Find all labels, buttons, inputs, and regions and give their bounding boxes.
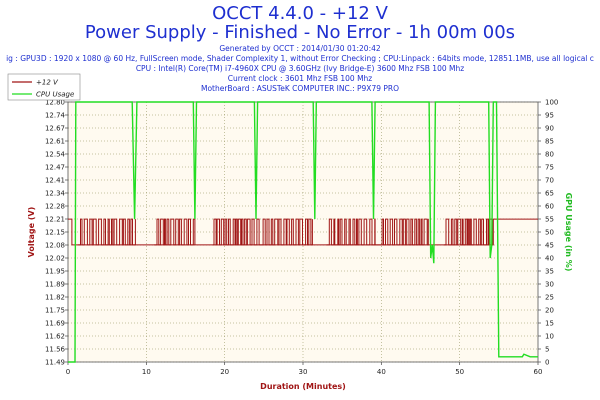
info-motherboard: MotherBoard : ASUSTeK COMPUTER INC.: P9X… — [200, 84, 400, 93]
chart-title: OCCT 4.4.0 - +12 V — [212, 3, 388, 24]
x-tick-label: 40 — [377, 368, 386, 376]
y-right-tick-label: 50 — [545, 229, 554, 237]
y-left-tick-label: 11.49 — [45, 359, 65, 367]
y-left-tick-label: 12.67 — [45, 125, 65, 133]
y-left-tick-label: 11.69 — [45, 320, 65, 328]
y-left-tick-label: 11.75 — [45, 307, 65, 315]
y-left-tick-label: 12.41 — [45, 177, 65, 185]
legend-box — [7, 73, 81, 101]
y-left-tick-label: 11.62 — [45, 333, 65, 341]
x-tick-label: 10 — [142, 368, 151, 376]
y-right-tick-label: 10 — [545, 333, 554, 341]
y-right-tick-label: 55 — [545, 216, 554, 224]
y-right-tick-label: 20 — [545, 307, 554, 315]
series-cpu-usage — [68, 101, 538, 363]
info-generated: Generated by OCCT : 2014/01/30 01:20:42 — [219, 44, 381, 53]
info-config: ig : GPU3D : 1920 x 1080 @ 60 Hz, FullSc… — [6, 54, 594, 63]
y-right-tick-label: 65 — [545, 190, 554, 198]
y-right-tick-label: 75 — [545, 164, 554, 172]
y-right-tick-label: 0 — [545, 359, 549, 367]
x-tick-label: 20 — [220, 368, 229, 376]
y-left-tick-label: 11.95 — [45, 268, 65, 276]
x-tick-label: 30 — [299, 368, 308, 376]
y-left-axis-label: Voltage (V) — [27, 207, 36, 258]
y-right-tick-label: 15 — [545, 320, 554, 328]
y-right-tick-label: 40 — [545, 255, 554, 263]
info-clock: Current clock : 3601 Mhz FSB 100 Mhz — [227, 74, 373, 83]
y-right-tick-label: 80 — [545, 151, 554, 159]
chart-subtitle: Power Supply - Finished - No Error - 1h … — [84, 22, 516, 43]
y-left-tick-label: 12.80 — [45, 99, 65, 107]
y-right-tick-label: 100 — [545, 99, 558, 107]
legend-label-cpu: CPU Usage — [36, 91, 74, 99]
x-axis-label: Duration (Minutes) — [260, 382, 346, 391]
y-left-tick-label: 11.56 — [45, 346, 66, 354]
x-tick-label: 60 — [534, 368, 543, 376]
y-right-tick-label: 5 — [545, 346, 549, 354]
y-right-tick-label: 95 — [545, 112, 554, 120]
y-right-tick-label: 90 — [545, 125, 554, 133]
info-cpu: CPU : Intel(R) Core(TM) i7-4960X CPU @ 3… — [135, 64, 465, 73]
series-voltage-noise — [78, 218, 494, 246]
y-left-tick-label: 12.21 — [45, 216, 65, 224]
x-tick-label: 50 — [455, 368, 464, 376]
y-left-tick-label: 12.15 — [45, 229, 65, 237]
y-right-tick-label: 35 — [545, 268, 554, 276]
y-right-tick-label: 25 — [545, 294, 554, 302]
y-right-tick-label: 70 — [545, 177, 554, 185]
y-left-tick-label: 12.28 — [45, 203, 65, 211]
y-left-tick-label: 11.89 — [45, 281, 65, 289]
y-left-tick-label: 12.47 — [45, 164, 65, 172]
y-right-tick-label: 85 — [545, 138, 554, 146]
y-left-tick-label: 11.82 — [45, 294, 65, 302]
y-right-tick-label: 45 — [545, 242, 554, 250]
y-left-tick-label: 12.34 — [45, 190, 66, 198]
y-left-tick-label: 12.08 — [45, 242, 65, 250]
y-right-tick-label: 30 — [545, 281, 554, 289]
y-left-tick-label: 12.74 — [45, 112, 66, 120]
y-left-tick-label: 12.02 — [45, 255, 65, 263]
x-tick-label: 0 — [66, 368, 70, 376]
y-right-axis-label: GPU Usage (in %) — [564, 193, 573, 272]
legend-label-voltage: +12 V — [36, 79, 59, 87]
y-left-tick-label: 12.61 — [45, 138, 65, 146]
y-right-tick-label: 60 — [545, 203, 554, 211]
y-left-tick-label: 12.54 — [45, 151, 66, 159]
